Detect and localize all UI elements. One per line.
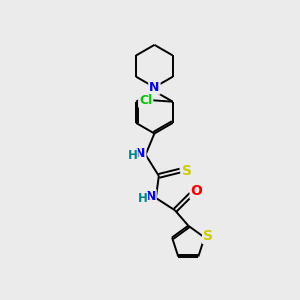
Text: S: S bbox=[203, 229, 213, 243]
Text: N: N bbox=[135, 147, 146, 160]
Text: H: H bbox=[128, 149, 137, 162]
Text: N: N bbox=[146, 190, 156, 203]
Text: S: S bbox=[182, 164, 191, 178]
Text: Cl: Cl bbox=[139, 94, 152, 107]
Text: N: N bbox=[149, 81, 160, 94]
Text: O: O bbox=[190, 184, 202, 198]
Text: H: H bbox=[138, 192, 148, 205]
